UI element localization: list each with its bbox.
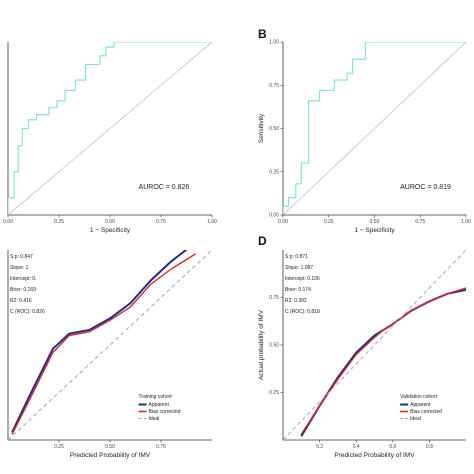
- y-tick-label: 0.50: [269, 126, 279, 132]
- legend-entry: Bias corrected: [149, 409, 181, 415]
- legend-title: Validation cohort: [400, 394, 437, 400]
- x-tick-label: 0.75: [156, 219, 166, 225]
- legend-entry: Apparent: [410, 402, 431, 408]
- y-tick-label: 1.00: [269, 40, 279, 46]
- stat-line: R2: 0.392: [285, 298, 307, 304]
- x-tick-label: 0.8: [426, 444, 433, 450]
- panel-a: 0.00 0.25 0.50 0.75 1.00 1 − Specificity AUROC…: [3, 42, 217, 234]
- y-tick-label: 0.75: [269, 295, 279, 301]
- series-group: [8, 250, 212, 440]
- panel-d: 0.2 0.4 0.6 0.8 0.25 0.50 0.75 Predicted Probab…: [258, 234, 466, 459]
- x-tick-label: 0.4: [353, 444, 360, 450]
- stat-line: S:p: 0.871: [285, 254, 308, 260]
- x-axis-label: Predicted Probability of IMV: [70, 452, 151, 459]
- x-tick-label: 0.25: [54, 219, 64, 225]
- x-tick-label: 0.50: [370, 219, 380, 225]
- x-tick-label: 0.75: [156, 444, 166, 450]
- x-tick-label: 0.75: [415, 219, 425, 225]
- roc-curve: [8, 42, 212, 215]
- legend-entry: Apparent: [149, 402, 170, 408]
- panel-c: 0.25 0.50 0.75 Predicted Probability of IMV…: [7, 250, 212, 459]
- y-tick-label: 0.75: [269, 83, 279, 89]
- x-tick-label: 0.25: [54, 444, 64, 450]
- stat-line: Intercept: 0.106: [285, 276, 320, 282]
- legend-entry: Ideal: [149, 416, 160, 422]
- stat-line: C (ROC): 0.826: [10, 309, 45, 315]
- auroc-annotation: AUROC = 0.826: [139, 184, 190, 191]
- bias-corrected-curve: [11, 253, 197, 435]
- x-tick-label: 0.00: [278, 219, 288, 225]
- reference-diagonal: [8, 42, 212, 215]
- x-axis-label: Predicted Probability of IMV: [334, 452, 415, 459]
- series-group: [283, 42, 466, 215]
- panel-b: 0.00 0.25 0.50 0.75 1.00 0.00 0.25 0.50 0.75 1.00…: [258, 27, 471, 234]
- x-tick-label: 0.00: [3, 219, 13, 225]
- auroc-annotation: AUROC = 0.819: [400, 184, 451, 191]
- stat-line: Brier: 0.169: [10, 287, 36, 293]
- y-tick-label: 0.50: [269, 343, 279, 349]
- stat-line: Slope: 1: [10, 265, 29, 271]
- ideal-line: [8, 250, 212, 440]
- stat-line: Intercept: 0.: [10, 276, 36, 282]
- x-tick-label: 0.6: [389, 444, 396, 450]
- legend-entry: Bias corrected: [410, 409, 442, 415]
- x-tick-label: 0.25: [324, 219, 334, 225]
- stat-line: S:p: 0.847: [10, 254, 33, 260]
- stat-line: R2: 0.416: [10, 298, 32, 304]
- apparent-curve: [11, 250, 188, 433]
- y-tick-label: 0.25: [269, 169, 279, 175]
- stat-line: Slope: 1.087: [285, 265, 313, 271]
- legend-entry: Ideal: [410, 416, 421, 422]
- legend-title: Training cohort: [139, 394, 173, 400]
- roc-curve: [283, 42, 466, 215]
- series-group: [8, 42, 212, 215]
- panel-letter: B: [258, 27, 267, 41]
- ideal-line: [283, 250, 466, 440]
- x-axis-label: 1 − Specificity: [354, 227, 395, 234]
- x-axis-label: 1 − Specificity: [90, 227, 131, 234]
- x-tick-label: 0.50: [105, 219, 115, 225]
- series-group: [283, 250, 466, 440]
- y-tick-label: 0.00: [269, 213, 279, 219]
- x-tick-label: 1.00: [207, 219, 217, 225]
- y-axis-label: Sensitivity: [258, 113, 265, 143]
- x-tick-label: 0.2: [316, 444, 323, 450]
- y-tick-label: 0.25: [269, 390, 279, 396]
- panel-letter: D: [258, 234, 267, 248]
- x-tick-label: 0.50: [105, 444, 115, 450]
- bias-corrected-curve: [300, 287, 466, 435]
- y-axis-label: Actual probability of IMV: [258, 309, 265, 380]
- x-tick-label: 1.00: [461, 219, 471, 225]
- stat-line: C (ROC): 0.818: [285, 309, 320, 315]
- reference-diagonal: [283, 42, 466, 215]
- stat-line: Brier: 0.174: [285, 287, 311, 293]
